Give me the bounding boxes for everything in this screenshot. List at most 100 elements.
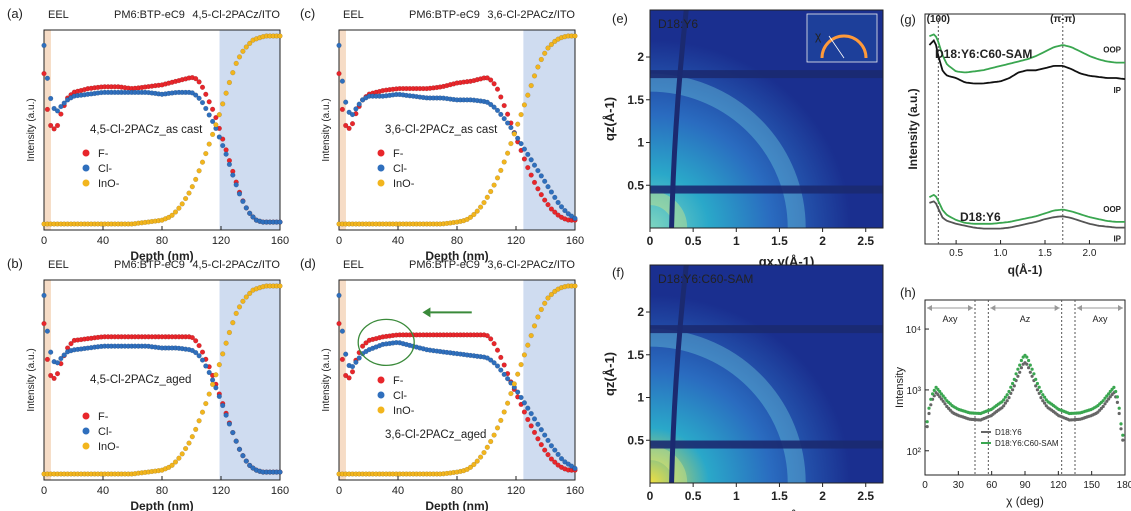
- data-point: [1119, 422, 1123, 426]
- data-point: [223, 412, 229, 418]
- panel-h: Axy Az Axy 10² 10³ 10⁴ 0 30 60 90 120 150 180 χ (deg)…: [894, 285, 1131, 508]
- data-point: [531, 179, 538, 186]
- group-label: D18:Y6: [960, 210, 1001, 224]
- data-point: [572, 215, 578, 222]
- data-point: [548, 443, 555, 449]
- data-point: [1028, 370, 1032, 374]
- legend-label: InO-: [98, 441, 120, 453]
- series-d18-y6-c60-sam: [925, 353, 1125, 437]
- data-point: [501, 116, 507, 122]
- data-point: [346, 109, 352, 115]
- data-point: [196, 168, 202, 174]
- data-point: [1117, 406, 1121, 410]
- legend-marker: [377, 149, 385, 157]
- data-point: [223, 90, 229, 96]
- panel-label: (d): [300, 256, 316, 271]
- x-tick-label: 180: [1117, 480, 1131, 491]
- data-point: [236, 446, 243, 452]
- y-axis-label: Intensity (a.u.): [906, 88, 920, 169]
- panel-label: (g): [900, 12, 916, 27]
- data-point: [528, 411, 534, 417]
- data-point: [193, 176, 199, 183]
- data-point: [199, 99, 206, 106]
- data-point: [531, 416, 538, 422]
- data-point: [525, 165, 531, 171]
- sample-label: D18:Y6: [658, 17, 698, 31]
- data-point: [525, 92, 531, 98]
- eel-region: [44, 280, 51, 480]
- x-axis-label: Depth (nm): [130, 499, 193, 511]
- data-point: [1039, 396, 1043, 400]
- header-left: EEL: [48, 259, 69, 271]
- sample-label: D18:Y6:C60-SAM: [658, 272, 753, 286]
- data-point: [931, 392, 935, 396]
- data-point: [343, 351, 349, 357]
- header-left: EEL: [343, 259, 364, 271]
- data-point: [501, 102, 507, 109]
- data-point: [542, 300, 548, 306]
- data-point: [521, 146, 528, 152]
- header-left: EEL: [48, 9, 69, 21]
- data-point: [474, 458, 480, 464]
- data-point: [196, 95, 202, 101]
- data-point: [938, 389, 942, 394]
- x-tick-label: 0: [41, 235, 47, 247]
- data-point: [545, 295, 551, 301]
- data-point: [471, 211, 477, 218]
- data-point: [488, 357, 494, 363]
- x-tick-label: 150: [1083, 480, 1100, 491]
- header-right: 3,6-Cl-2PACz/ITO: [487, 259, 575, 271]
- data-point: [1027, 358, 1031, 363]
- data-point: [572, 465, 578, 472]
- data-point: [336, 321, 342, 327]
- panel-b: (b) EEL PM6:BTP-eC9 4,5-Cl-2PACz/ITO 0 40 80 12…: [7, 256, 289, 511]
- x-tick-label: 0: [647, 234, 654, 248]
- data-point: [542, 432, 548, 438]
- data-point: [51, 126, 57, 132]
- data-point: [349, 364, 356, 370]
- data-point: [542, 50, 548, 56]
- y-axis-label: qz(Å-1): [602, 97, 617, 141]
- data-point: [189, 184, 195, 190]
- x-axis-label: χ (deg): [1006, 494, 1044, 508]
- detector-gap: [650, 325, 883, 334]
- data-point: [494, 107, 501, 114]
- data-point: [498, 367, 504, 373]
- y-tick-label: 0.5: [627, 433, 644, 447]
- x-axis-label: Depth (nm): [425, 249, 488, 263]
- data-point: [51, 105, 57, 112]
- data-point: [1108, 395, 1112, 399]
- data-point: [247, 290, 253, 297]
- y-tick-label: 10²: [907, 447, 922, 458]
- data-point: [535, 186, 541, 192]
- data-point: [943, 396, 947, 400]
- data-point: [938, 395, 942, 399]
- legend-marker: [82, 442, 90, 450]
- data-point: [360, 343, 366, 349]
- series-ino: [41, 33, 283, 227]
- y-tick-label: 10³: [907, 386, 922, 397]
- data-point: [927, 406, 931, 410]
- x-tick-label: 160: [566, 235, 584, 247]
- data-point: [349, 111, 356, 118]
- data-point: [243, 44, 249, 50]
- data-point: [58, 111, 64, 117]
- data-point: [54, 108, 61, 114]
- data-point: [1028, 363, 1032, 367]
- series-cl: [41, 292, 283, 475]
- data-point: [484, 194, 490, 200]
- data-point: [1043, 395, 1047, 399]
- x-tick-label: 0: [336, 485, 342, 497]
- trace-label: IP: [1113, 86, 1121, 95]
- data-point: [41, 292, 47, 299]
- data-point: [538, 427, 544, 433]
- data-point: [939, 392, 944, 396]
- data-point: [243, 294, 249, 300]
- data-point: [223, 340, 229, 346]
- data-point: [515, 371, 521, 377]
- data-point: [169, 212, 175, 218]
- y-axis-label: Intensity (a.u.): [26, 348, 37, 411]
- data-point: [467, 464, 474, 470]
- legend-label: InO-: [393, 178, 415, 190]
- data-point: [44, 328, 51, 334]
